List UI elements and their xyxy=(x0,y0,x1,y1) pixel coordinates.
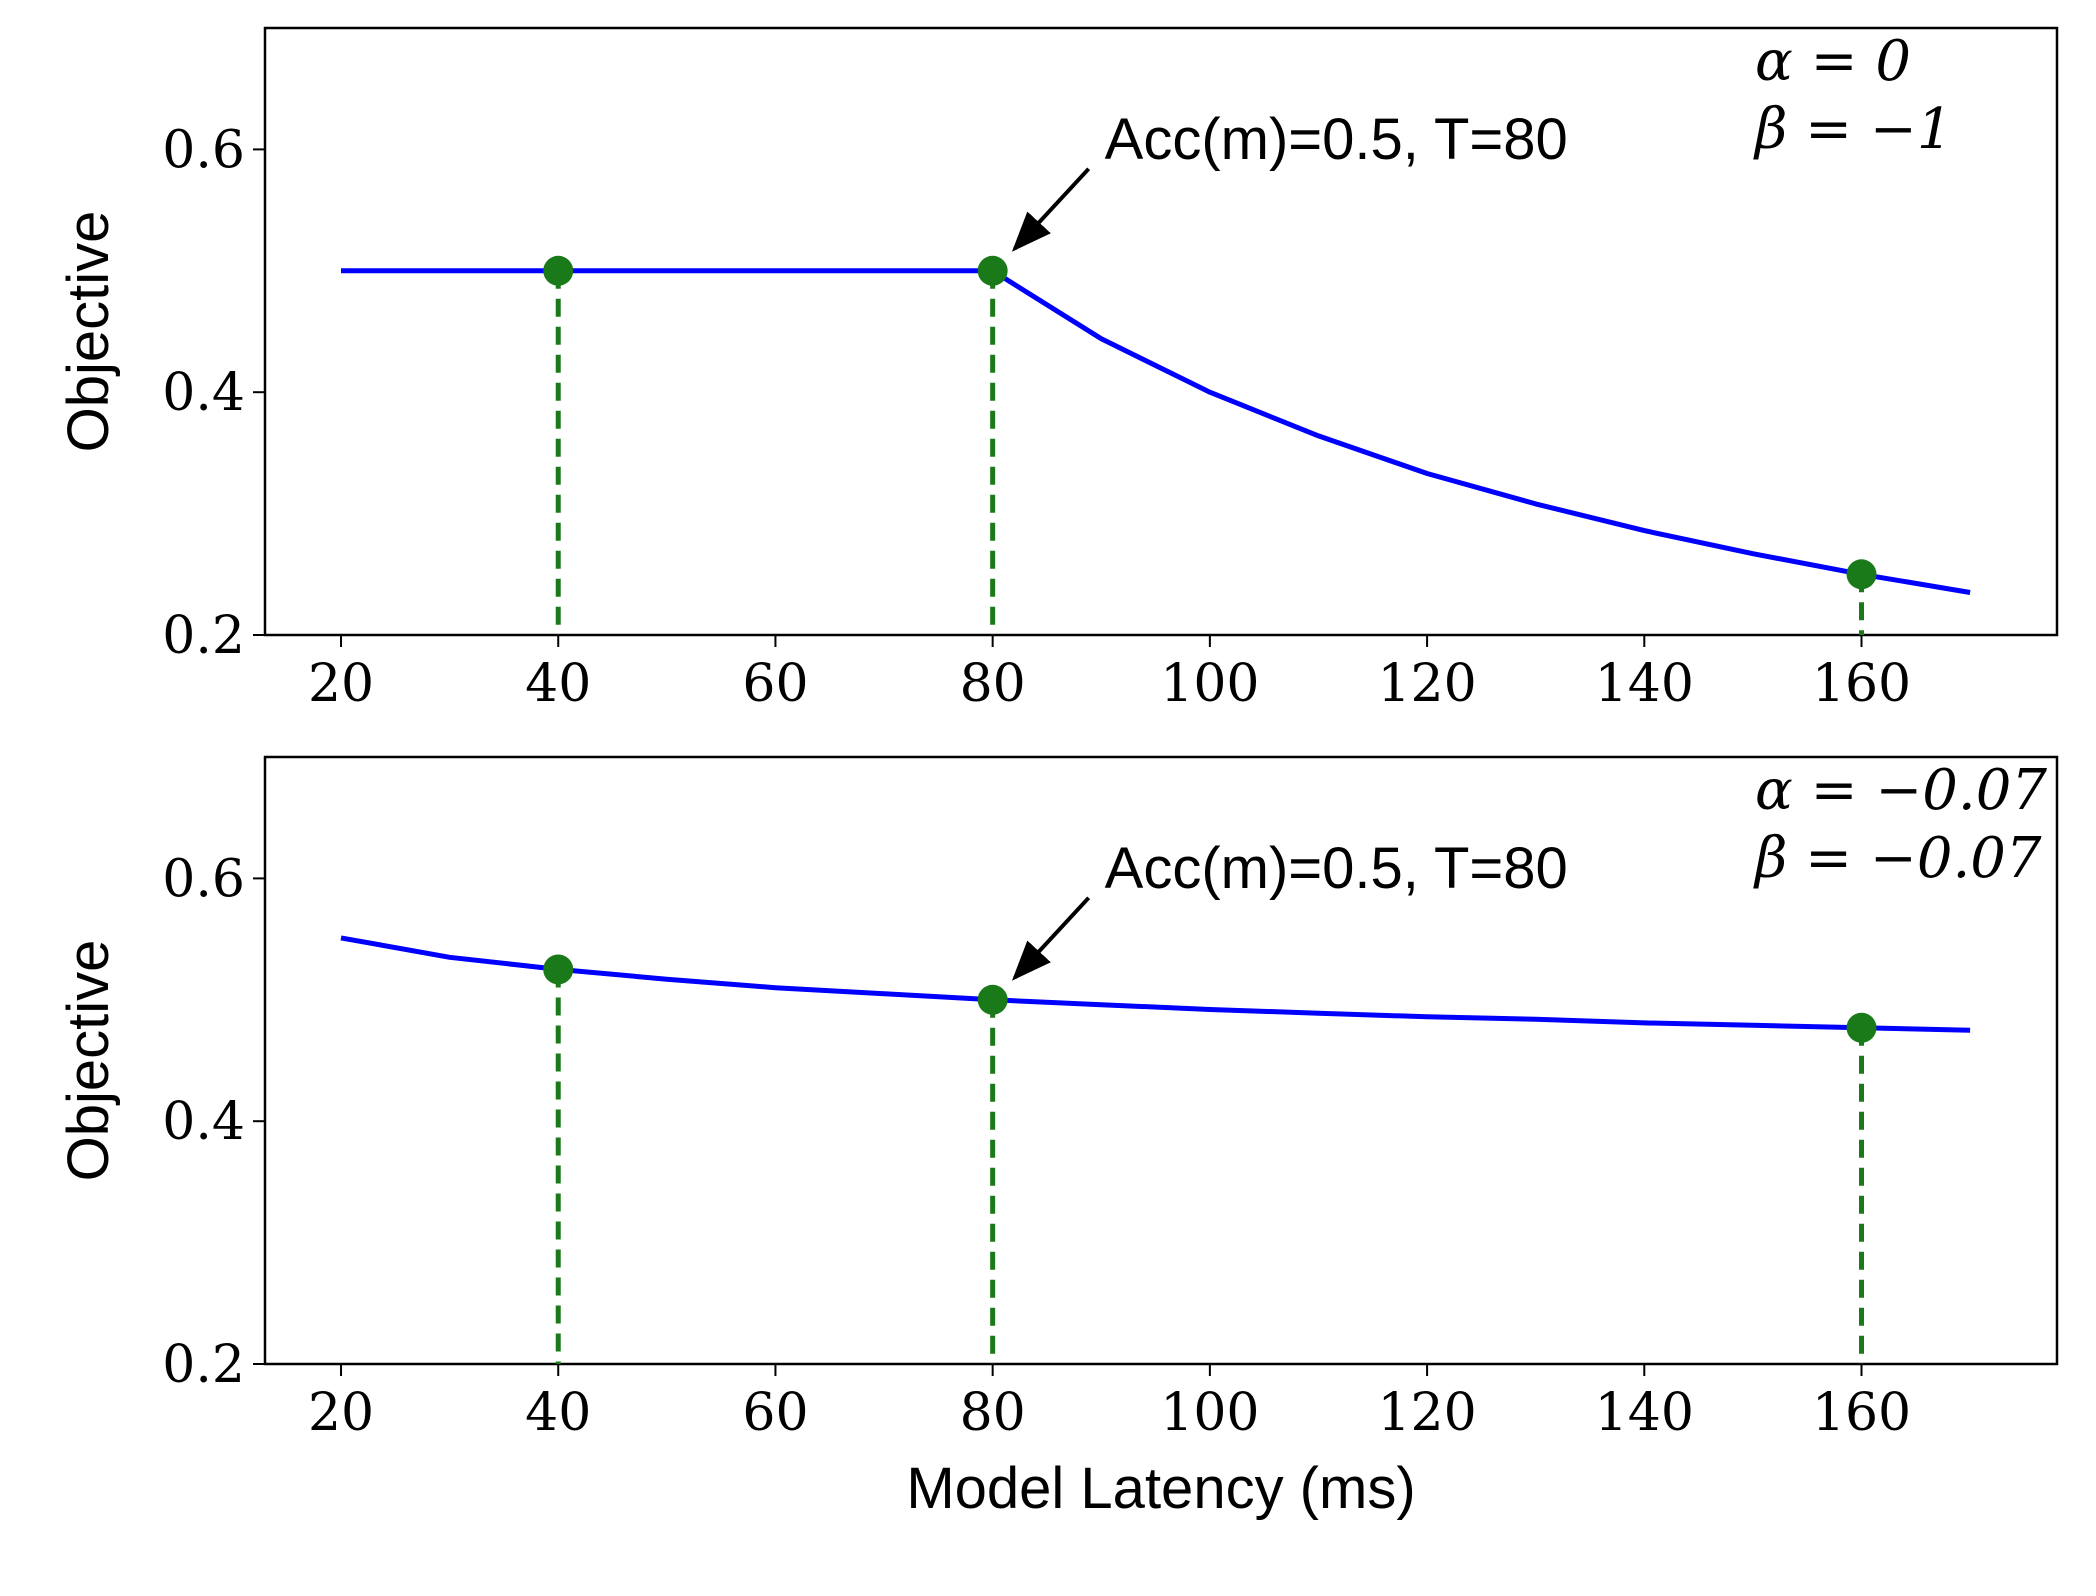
y-tick-label: 0.2 xyxy=(162,1335,245,1395)
x-axis-label: Model Latency (ms) xyxy=(906,1456,1415,1521)
x-tick-label: 120 xyxy=(1377,1383,1476,1443)
objective-curve xyxy=(340,935,1971,1033)
data-point-marker xyxy=(1846,1012,1877,1043)
data-point-marker xyxy=(977,984,1008,1015)
x-tick-label: 140 xyxy=(1595,654,1694,714)
annotation-arrow xyxy=(1011,167,1091,252)
y-tick-label: 0.2 xyxy=(162,606,245,666)
beta-label: β = −1 xyxy=(1753,97,1952,162)
x-tick-label: 120 xyxy=(1377,654,1476,714)
x-tick-label: 40 xyxy=(525,654,591,714)
x-tick-label: 140 xyxy=(1595,1383,1694,1443)
x-tick-label: 160 xyxy=(1812,1383,1911,1443)
axes-frame xyxy=(263,26,2059,637)
x-tick-label: 160 xyxy=(1812,654,1911,714)
y-axis-label: Objective xyxy=(56,940,121,1182)
y-tick-label: 0.4 xyxy=(162,363,245,423)
data-point-marker xyxy=(543,954,574,985)
y-tick-label: 0.6 xyxy=(162,120,245,180)
x-tick-label: 100 xyxy=(1160,654,1259,714)
annotation-arrow xyxy=(1011,896,1091,981)
x-tick-label: 60 xyxy=(742,1383,808,1443)
y-tick-label: 0.4 xyxy=(162,1092,245,1152)
objective-curve xyxy=(341,268,1971,595)
data-point-marker xyxy=(977,255,1008,286)
alpha-label: α = 0 xyxy=(1755,29,1911,94)
annotation-text: Acc(m)=0.5, T=80 xyxy=(1105,836,1568,901)
y-axis-label: Objective xyxy=(56,211,121,453)
bottom-panel: 20 40 60 80 100 120 140 160 0.2 0.4 0.6 Objective Mo… xyxy=(56,755,2059,1521)
x-tick-label: 80 xyxy=(960,654,1026,714)
alpha-label: α = −0.07 xyxy=(1755,758,2047,823)
beta-label: β = −0.07 xyxy=(1753,826,2042,891)
x-tick-label: 80 xyxy=(960,1383,1026,1443)
annotation-text: Acc(m)=0.5, T=80 xyxy=(1105,107,1568,172)
axes-frame xyxy=(263,755,2059,1366)
x-tick-label: 100 xyxy=(1160,1383,1259,1443)
x-tick-label: 20 xyxy=(308,1383,374,1443)
x-tick-label: 20 xyxy=(308,654,374,714)
x-tick-label: 60 xyxy=(742,654,808,714)
y-tick-label: 0.6 xyxy=(162,849,245,909)
data-point-marker xyxy=(543,255,574,286)
top-panel: 20 40 60 80 100 120 140 160 0.2 0.4 0.6 Objective Ac… xyxy=(56,26,2059,714)
data-point-marker xyxy=(1846,559,1877,590)
x-tick-label: 40 xyxy=(525,1383,591,1443)
